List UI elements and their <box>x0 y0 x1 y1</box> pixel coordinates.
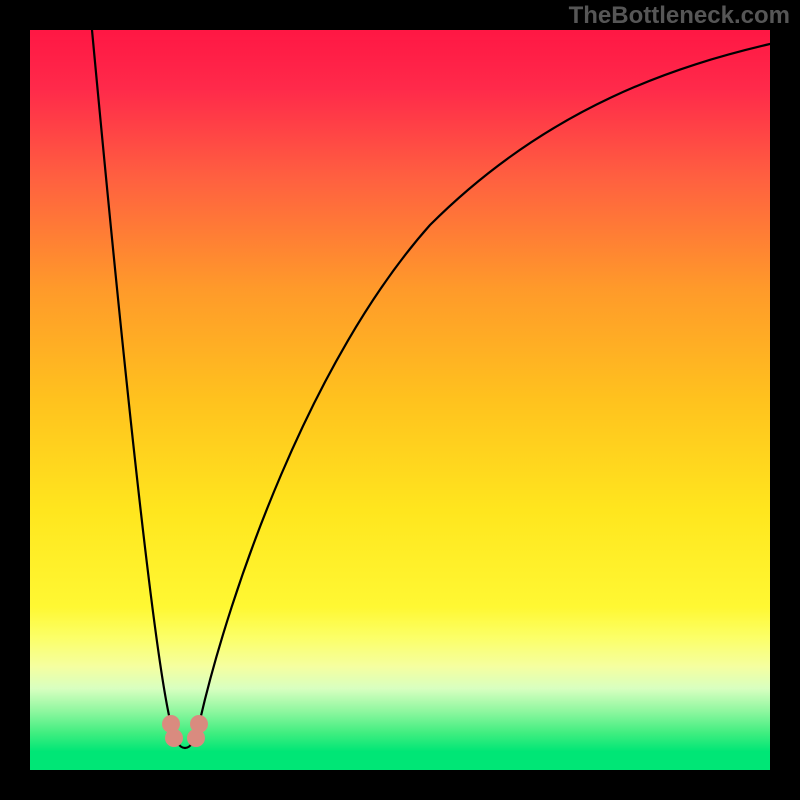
watermark-text: TheBottleneck.com <box>569 2 790 30</box>
bottleneck-curve-chart <box>30 30 770 770</box>
marker-dot <box>190 715 208 733</box>
marker-dot <box>165 729 183 747</box>
chart-frame: TheBottleneck.com <box>0 0 800 800</box>
gradient-background <box>30 30 770 770</box>
